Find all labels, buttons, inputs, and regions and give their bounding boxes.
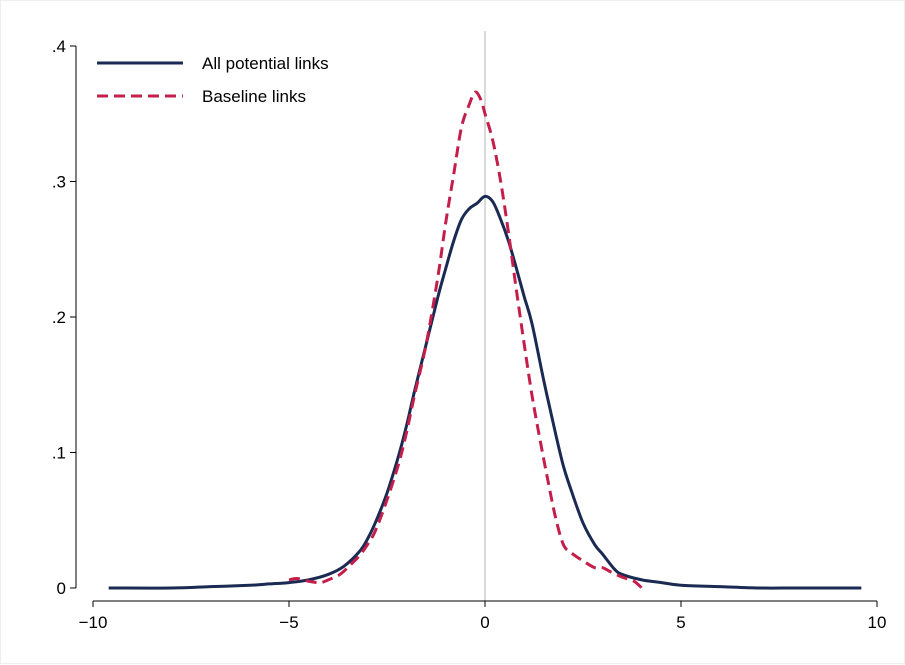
x-tick-label: −10 [79, 613, 108, 632]
legend-label: All potential links [202, 54, 329, 73]
y-tick-label: .3 [52, 173, 66, 192]
y-tick-label: .2 [52, 308, 66, 327]
y-tick-label: 0 [57, 579, 66, 598]
axes-group: 0 .1 .2 .3 .4 −10 −5 0 5 10 [52, 37, 887, 632]
series-line-all-potential-links [108, 194, 862, 590]
x-tick-label: 10 [868, 613, 887, 632]
x-tick-label: 5 [676, 613, 685, 632]
legend-label: Baseline links [202, 87, 306, 106]
x-tick-label: −5 [279, 613, 298, 632]
y-tick-label: .4 [52, 37, 66, 56]
y-tick-label: .1 [52, 444, 66, 463]
series-line-baseline-links [288, 90, 643, 590]
series-group [108, 90, 862, 590]
x-tick-label: 0 [480, 613, 489, 632]
legend: All potential links Baseline links [97, 54, 329, 106]
